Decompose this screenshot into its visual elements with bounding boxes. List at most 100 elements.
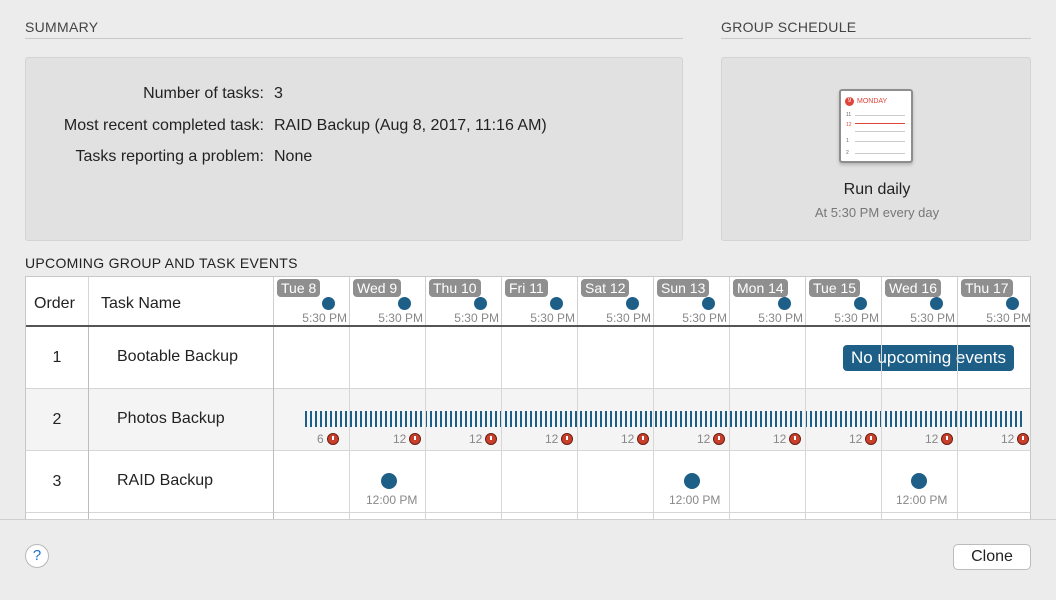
event-count: 12 bbox=[925, 432, 954, 446]
group-schedule-divider bbox=[721, 38, 1031, 39]
clone-button[interactable]: Clone bbox=[953, 544, 1031, 570]
schedule-dot bbox=[702, 297, 715, 310]
column-divider bbox=[577, 327, 578, 519]
calendar-now-line bbox=[855, 123, 905, 124]
day-time: 5:30 PM bbox=[454, 311, 499, 325]
column-divider bbox=[653, 327, 654, 519]
column-divider bbox=[349, 327, 350, 519]
events-table: Order Task Name Tue 8 5:30 PM Wed 9 5:30 PM… bbox=[25, 276, 1031, 520]
day-time: 5:30 PM bbox=[758, 311, 803, 325]
column-divider bbox=[805, 327, 806, 519]
alarm-clock-icon bbox=[713, 433, 726, 445]
event-count: 12 bbox=[697, 432, 726, 446]
event-time: 12:00 PM bbox=[896, 493, 948, 507]
summary-row-problems: Tasks reporting a problem: None bbox=[26, 148, 684, 170]
event-count: 12 bbox=[621, 432, 650, 446]
day-label: Wed 16 bbox=[885, 279, 941, 297]
alarm-clock-icon bbox=[941, 433, 954, 445]
column-divider bbox=[425, 327, 426, 519]
day-column-header: Wed 9 5:30 PM bbox=[349, 277, 425, 325]
calendar-line bbox=[855, 153, 905, 154]
column-header-order[interactable]: Order bbox=[34, 295, 75, 312]
event-count-value: 12 bbox=[925, 432, 939, 446]
events-title: UPCOMING GROUP AND TASK EVENTS bbox=[25, 255, 298, 271]
task-name: Bootable Backup bbox=[117, 348, 238, 365]
summary-row-task-count: Number of tasks: 3 bbox=[26, 85, 684, 107]
day-column-header: Tue 8 5:30 PM bbox=[273, 277, 349, 325]
column-divider bbox=[729, 327, 730, 519]
event-count-value: 6 bbox=[317, 432, 324, 446]
task-order: 2 bbox=[52, 411, 62, 428]
day-label: Thu 10 bbox=[429, 279, 481, 297]
day-label: Wed 9 bbox=[353, 279, 402, 297]
event-count: 12 bbox=[849, 432, 878, 446]
day-column-header: Fri 11 5:30 PM bbox=[501, 277, 577, 325]
day-label: Sat 12 bbox=[581, 279, 630, 297]
column-divider bbox=[88, 327, 89, 519]
group-schedule-title: GROUP SCHEDULE bbox=[721, 19, 857, 35]
table-row[interactable]: 2 Photos Backup 6 12 12 12 12 12 12 12 12 12 bbox=[26, 389, 1030, 451]
day-label: Thu 17 bbox=[961, 279, 1013, 297]
task-name: RAID Backup bbox=[117, 472, 214, 489]
event-dot[interactable] bbox=[381, 473, 397, 489]
day-time: 5:30 PM bbox=[910, 311, 955, 325]
group-schedule-panel[interactable]: 9 MONDAY 11 12 1 2 Run daily At 5:30 PM … bbox=[721, 57, 1031, 241]
event-count-value: 12 bbox=[393, 432, 407, 446]
event-dot[interactable] bbox=[684, 473, 700, 489]
event-count: 12 bbox=[545, 432, 574, 446]
calendar-hour: 11 bbox=[846, 112, 852, 118]
schedule-dot bbox=[778, 297, 791, 310]
day-time: 5:30 PM bbox=[682, 311, 727, 325]
column-header-task-name[interactable]: Task Name bbox=[101, 295, 182, 312]
day-column-header: Tue 15 5:30 PM bbox=[805, 277, 881, 325]
task-name: Photos Backup bbox=[117, 410, 225, 427]
calendar-hour: 2 bbox=[846, 150, 849, 156]
day-time: 5:30 PM bbox=[986, 311, 1031, 325]
task-order: 3 bbox=[52, 473, 62, 490]
table-row[interactable]: 3 RAID Backup 12:00 PM 12:00 PM 12:00 PM bbox=[26, 451, 1030, 513]
summary-row-recent-task: Most recent completed task: RAID Backup … bbox=[26, 117, 684, 139]
column-divider bbox=[273, 327, 274, 519]
calendar-line bbox=[855, 115, 905, 116]
day-time: 5:30 PM bbox=[834, 311, 879, 325]
schedule-dot bbox=[854, 297, 867, 310]
day-label: Tue 15 bbox=[809, 279, 861, 297]
table-row[interactable]: 1 Bootable Backup No upcoming events bbox=[26, 327, 1030, 389]
calendar-line bbox=[855, 141, 905, 142]
alarm-clock-icon bbox=[865, 433, 878, 445]
calendar-weekday: MONDAY bbox=[857, 97, 888, 105]
header-separator bbox=[26, 325, 1030, 327]
alarm-clock-icon bbox=[409, 433, 422, 445]
day-column-header: Thu 17 5:30 PM bbox=[957, 277, 1031, 325]
day-label: Tue 8 bbox=[277, 279, 321, 297]
alarm-clock-icon bbox=[326, 433, 339, 445]
event-count-value: 12 bbox=[1001, 432, 1015, 446]
event-count-value: 12 bbox=[849, 432, 863, 446]
event-dot[interactable] bbox=[911, 473, 927, 489]
event-count-value: 12 bbox=[697, 432, 711, 446]
day-time: 5:30 PM bbox=[530, 311, 575, 325]
event-count: 12 bbox=[1001, 432, 1030, 446]
day-label: Mon 14 bbox=[733, 279, 788, 297]
calendar-header: 9 MONDAY bbox=[845, 95, 887, 107]
summary-title: SUMMARY bbox=[25, 19, 99, 35]
event-count: 12 bbox=[773, 432, 802, 446]
alarm-clock-icon bbox=[789, 433, 802, 445]
schedule-dot bbox=[322, 297, 335, 310]
no-events-badge: No upcoming events bbox=[843, 345, 1014, 371]
calendar-day-badge: 9 bbox=[845, 96, 854, 106]
help-button[interactable]: ? bbox=[25, 544, 49, 568]
day-column-header: Mon 14 5:30 PM bbox=[729, 277, 805, 325]
day-column-header: Sun 13 5:30 PM bbox=[653, 277, 729, 325]
alarm-clock-icon bbox=[485, 433, 498, 445]
calendar-icon: 9 MONDAY 11 12 1 2 bbox=[839, 89, 913, 163]
alarm-clock-icon bbox=[561, 433, 574, 445]
day-time: 5:30 PM bbox=[378, 311, 423, 325]
event-count: 12 bbox=[469, 432, 498, 446]
event-ticks bbox=[305, 411, 1023, 427]
summary-value: RAID Backup (Aug 8, 2017, 11:16 AM) bbox=[274, 117, 547, 134]
column-divider bbox=[881, 327, 882, 519]
schedule-dot bbox=[474, 297, 487, 310]
summary-value: None bbox=[274, 148, 313, 165]
summary-panel: Number of tasks: 3 Most recent completed… bbox=[25, 57, 683, 241]
